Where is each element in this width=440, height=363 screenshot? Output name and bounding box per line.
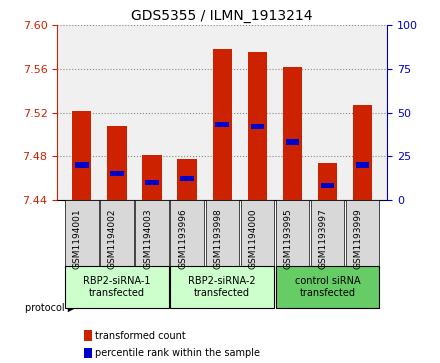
- Bar: [100, 200, 134, 266]
- Text: RBP2-siRNA-1
transfected: RBP2-siRNA-1 transfected: [83, 276, 150, 298]
- Bar: [276, 200, 309, 266]
- Bar: [72, 111, 92, 200]
- Bar: [346, 200, 379, 266]
- Bar: [180, 176, 194, 182]
- Bar: [248, 52, 267, 200]
- Bar: [216, 122, 229, 127]
- Text: protocol ▶: protocol ▶: [25, 303, 75, 313]
- Text: percentile rank within the sample: percentile rank within the sample: [95, 348, 260, 358]
- Bar: [136, 200, 169, 266]
- Bar: [143, 155, 161, 200]
- Bar: [75, 162, 88, 168]
- Bar: [205, 200, 239, 266]
- Bar: [107, 126, 127, 200]
- Text: GSM1193997: GSM1193997: [319, 208, 327, 269]
- Bar: [283, 67, 302, 200]
- Text: GSM1194003: GSM1194003: [143, 208, 152, 269]
- Bar: [213, 49, 232, 200]
- Text: GSM1194002: GSM1194002: [108, 208, 117, 269]
- Bar: [170, 200, 204, 266]
- Bar: [84, 330, 92, 341]
- Bar: [110, 171, 124, 176]
- Text: GSM1193995: GSM1193995: [283, 208, 292, 269]
- Text: GSM1193996: GSM1193996: [178, 208, 187, 269]
- Bar: [145, 180, 159, 185]
- Bar: [318, 163, 337, 200]
- Text: GSM1194001: GSM1194001: [73, 208, 82, 269]
- Bar: [250, 124, 264, 129]
- Text: GSM1193999: GSM1193999: [354, 208, 363, 269]
- Bar: [276, 266, 379, 308]
- Text: GSM1194000: GSM1194000: [248, 208, 257, 269]
- Bar: [356, 162, 369, 168]
- Bar: [353, 105, 372, 200]
- Bar: [311, 200, 344, 266]
- Bar: [286, 139, 299, 145]
- Bar: [65, 200, 99, 266]
- Bar: [65, 266, 169, 308]
- Title: GDS5355 / ILMN_1913214: GDS5355 / ILMN_1913214: [132, 9, 313, 23]
- Text: control siRNA
transfected: control siRNA transfected: [295, 276, 360, 298]
- Bar: [241, 200, 274, 266]
- Bar: [170, 266, 274, 308]
- Bar: [84, 348, 92, 358]
- Bar: [321, 183, 334, 188]
- Text: transformed count: transformed count: [95, 331, 186, 340]
- Bar: [177, 159, 197, 200]
- Text: GSM1193998: GSM1193998: [213, 208, 222, 269]
- Text: RBP2-siRNA-2
transfected: RBP2-siRNA-2 transfected: [188, 276, 256, 298]
